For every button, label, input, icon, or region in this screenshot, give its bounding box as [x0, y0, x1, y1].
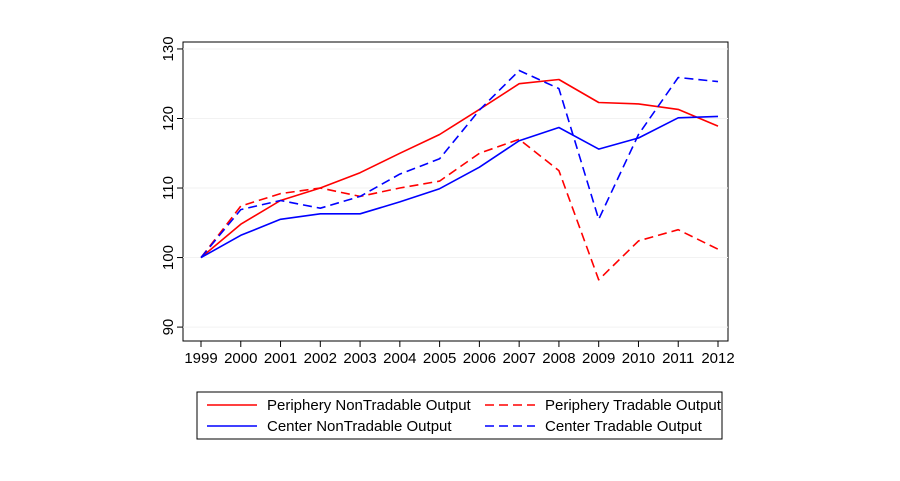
x-tick-label: 2007: [502, 350, 535, 367]
x-tick-label: 2006: [463, 350, 496, 367]
x-tick-label: 2003: [343, 350, 376, 367]
x-tick-label: 2012: [701, 350, 734, 367]
legend-label: Center Tradable Output: [545, 418, 703, 435]
series-line-periphery-tradable-output: [200, 138, 719, 281]
legend-label: Periphery NonTradable Output: [267, 397, 472, 414]
legend-items: Periphery NonTradable Output Periphery Tr…: [207, 397, 722, 435]
x-tick-label: 2008: [542, 350, 575, 367]
x-axis: 1999 2000 2001 2002 2003 2004 2005 2006 2007 2008…: [184, 341, 735, 367]
legend: Periphery NonTradable Output Periphery Tr…: [196, 391, 723, 440]
x-tick-label: 2000: [224, 350, 257, 367]
legend-label: Periphery Tradable Output: [545, 397, 722, 414]
x-tick-label: 1999: [184, 350, 217, 367]
series-line-center-tradable-output: [200, 69, 719, 259]
legend-label: Center NonTradable Output: [267, 418, 452, 435]
series-lines: [200, 69, 719, 281]
series-line-periphery-nontradable-output: [200, 78, 719, 259]
x-tick-label: 2009: [582, 350, 615, 367]
x-tick-label: 2010: [622, 350, 655, 367]
gridlines: [183, 48, 728, 328]
x-tick-label: 2005: [423, 350, 456, 367]
y-tick-label: 100: [160, 245, 177, 270]
legend-box: [196, 391, 723, 440]
x-tick-label: 2004: [383, 350, 416, 367]
x-tick-label: 2002: [304, 350, 337, 367]
x-tick-label: 2011: [662, 350, 694, 367]
y-axis: 90 100 110 120 130: [160, 36, 183, 335]
x-tick-label: 2001: [264, 350, 297, 367]
series-line-center-nontradable-output: [200, 115, 719, 259]
y-tick-label: 120: [160, 106, 177, 131]
y-tick-label: 90: [160, 319, 177, 336]
y-tick-label: 130: [160, 36, 177, 61]
y-tick-label: 110: [160, 176, 177, 200]
plot-frame: [182, 41, 729, 342]
